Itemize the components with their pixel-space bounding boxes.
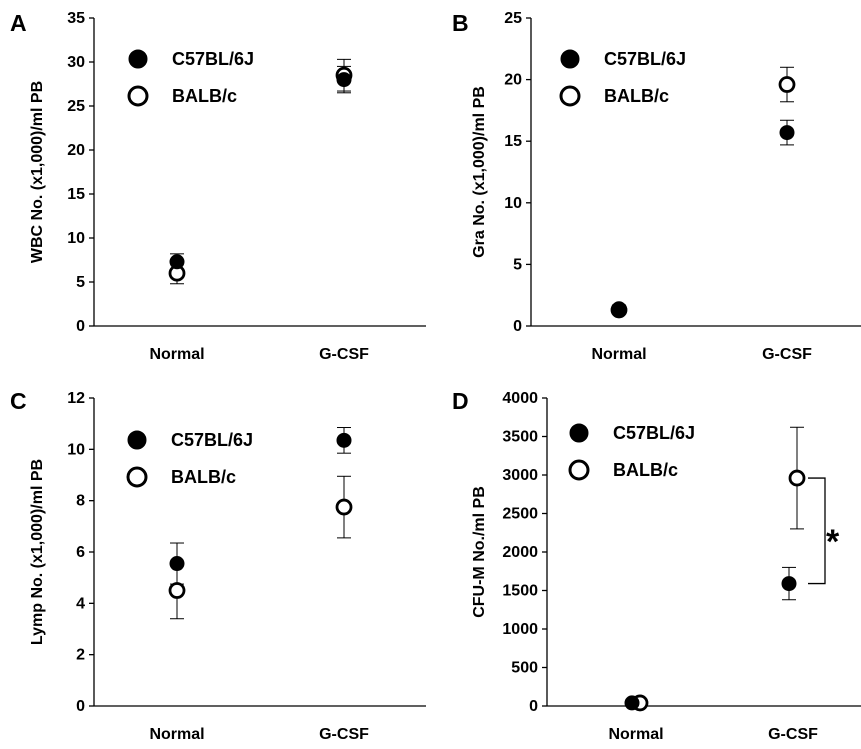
legend-label-c57bl6j: C57BL/6J [171, 430, 253, 450]
y-tick-label: 20 [504, 72, 522, 89]
significance-bracket [808, 477, 826, 585]
y-tick-label: 2500 [502, 506, 538, 523]
data-point-c57bl6j [169, 254, 185, 270]
y-tick-label: 12 [67, 390, 85, 407]
panel-label: D [452, 388, 469, 414]
y-tick-label: 0 [513, 318, 522, 335]
y-tick-label: 10 [67, 441, 85, 458]
y-axis-title: Gra No. (x1,000)/ml PB [471, 86, 488, 258]
y-tick-label: 20 [67, 142, 85, 159]
y-tick-label: 1000 [502, 621, 538, 638]
legend-marker-c57bl6j [569, 423, 589, 443]
y-tick-label: 4000 [502, 390, 538, 407]
y-tick-label: 25 [504, 10, 522, 27]
chart-panel-d: D 0 500 1000 1500 2000 2500 3000 3500 4000 Normal G… [452, 388, 861, 743]
x-category-label: G-CSF [762, 346, 812, 363]
y-tick-label: 5 [76, 274, 85, 291]
legend-marker-c57bl6j [560, 49, 580, 69]
legend-marker-balbc [559, 85, 581, 107]
x-category-label: Normal [149, 726, 204, 743]
panel-label: A [10, 10, 27, 36]
data-point-c57bl6j [611, 301, 627, 317]
panel-label: B [452, 10, 469, 36]
y-tick-label: 25 [67, 98, 85, 115]
y-tick-label: 3000 [502, 467, 538, 484]
y-tick-label: 8 [76, 493, 85, 510]
y-tick-label: 2000 [502, 544, 538, 561]
x-category-label: Normal [608, 726, 663, 743]
y-axis-title: CFU-M No./ml PB [471, 486, 488, 618]
legend-label-balbc: BALB/c [604, 86, 669, 106]
legend-label-c57bl6j: C57BL/6J [613, 423, 695, 443]
x-category-label: G-CSF [319, 346, 369, 363]
legend-marker-balbc [126, 466, 148, 488]
data-point-balbc [168, 582, 186, 599]
legend-marker-c57bl6j [127, 430, 147, 450]
chart-panel-c: C 0 2 4 6 8 10 12 Normal G-CSF Lymp No. (x1,000)/m… [10, 388, 426, 743]
data-point-balbc [788, 469, 806, 487]
x-category-label: Normal [149, 346, 204, 363]
significance-star: * [826, 523, 840, 561]
y-tick-label: 10 [67, 230, 85, 247]
y-axis-title: WBC No. (x1,000)/ml PB [29, 81, 46, 263]
y-tick-label: 15 [67, 186, 85, 203]
legend-label-balbc: BALB/c [172, 86, 237, 106]
data-point-c57bl6j [781, 576, 797, 592]
x-category-label: G-CSF [768, 726, 818, 743]
data-point-c57bl6j [336, 72, 352, 88]
legend-marker-balbc [568, 459, 590, 481]
y-tick-label: 2 [76, 647, 85, 664]
legend-marker-balbc [127, 85, 149, 107]
y-tick-label: 0 [529, 698, 538, 715]
y-tick-label: 15 [504, 133, 522, 150]
data-point-balbc [335, 498, 353, 516]
chart-panel-b: B 0 5 10 15 20 25 Normal G-CSF Gra No. (x1,000)/m… [452, 10, 861, 363]
legend-label-balbc: BALB/c [171, 467, 236, 487]
y-tick-label: 0 [76, 318, 85, 335]
y-tick-label: 30 [67, 54, 85, 71]
y-tick-label: 3500 [502, 429, 538, 446]
panel-label: C [10, 388, 27, 414]
y-tick-label: 5 [513, 256, 522, 273]
y-tick-label: 0 [76, 698, 85, 715]
legend-label-c57bl6j: C57BL/6J [172, 49, 254, 69]
data-point-balbc [778, 76, 796, 93]
x-category-label: Normal [591, 346, 646, 363]
data-point-c57bl6j [169, 556, 185, 572]
data-point-c57bl6j [624, 695, 640, 711]
y-tick-label: 1500 [502, 583, 538, 600]
y-tick-label: 4 [76, 595, 85, 612]
y-tick-label: 6 [76, 544, 85, 561]
chart-panel-a: A 0 5 10 15 20 25 30 35 Normal G-CSF WBC No. (x1,00… [10, 10, 426, 363]
y-tick-label: 10 [504, 195, 522, 212]
y-axis-title: Lymp No. (x1,000)/ml PB [29, 459, 46, 645]
data-point-c57bl6j [336, 432, 352, 448]
legend-marker-c57bl6j [128, 49, 148, 69]
y-tick-label: 35 [67, 10, 85, 27]
legend-label-c57bl6j: C57BL/6J [604, 49, 686, 69]
y-tick-label: 500 [511, 660, 538, 677]
x-category-label: G-CSF [319, 726, 369, 743]
legend-label-balbc: BALB/c [613, 460, 678, 480]
data-point-c57bl6j [779, 125, 795, 141]
